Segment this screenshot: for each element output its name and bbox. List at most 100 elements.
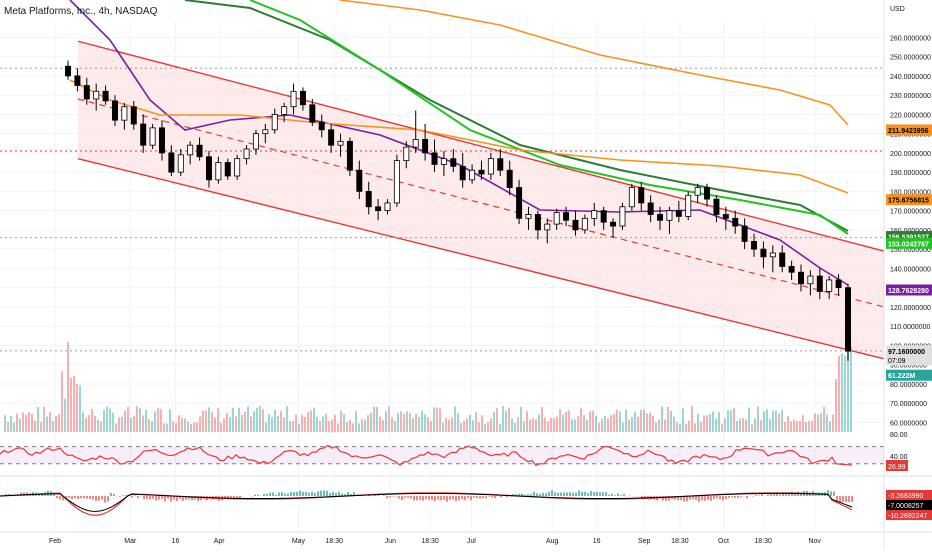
volume-bar — [403, 413, 405, 432]
macd-hist — [455, 496, 457, 501]
volume-bar — [625, 410, 627, 432]
macd-hist — [224, 496, 226, 498]
time-tick: Aug — [546, 538, 559, 545]
macd-hist — [476, 496, 478, 498]
volume-bar — [751, 424, 753, 432]
volume-bar — [373, 407, 375, 432]
volume-bar — [832, 414, 834, 432]
candle — [751, 241, 756, 249]
volume-bar — [589, 412, 591, 432]
candle — [563, 213, 568, 221]
volume-bar — [610, 415, 612, 432]
macd-hist — [611, 494, 613, 496]
candle — [610, 222, 615, 226]
volume-bar — [238, 408, 240, 432]
rsi-value-label: 26.99 — [888, 464, 906, 471]
volume-bar — [739, 419, 741, 432]
volume-bar — [730, 410, 732, 432]
volume-bar — [733, 408, 735, 432]
volume-bar — [700, 422, 702, 432]
macd-hist — [701, 496, 703, 500]
candle — [141, 124, 146, 145]
macd-hist — [548, 492, 550, 496]
macd-hist — [470, 496, 472, 500]
volume-bar — [604, 416, 606, 432]
volume-bar — [85, 418, 87, 432]
volume-bar — [508, 408, 510, 432]
volume-bar — [745, 420, 747, 432]
macd-hist — [842, 496, 844, 502]
macd-hist — [83, 496, 85, 499]
macd-hist — [755, 495, 757, 496]
volume-bar — [256, 408, 258, 432]
volume-bar — [697, 414, 699, 432]
candle — [150, 128, 155, 145]
volume-bar — [823, 407, 825, 432]
macd-hist — [281, 492, 283, 496]
macd-hist — [554, 492, 556, 496]
volume-bar — [685, 424, 687, 432]
volume-bar — [124, 411, 126, 432]
volume-bar — [61, 371, 63, 432]
candle — [817, 276, 822, 291]
volume-bar — [220, 423, 222, 432]
macd-hist — [230, 496, 232, 498]
price-tick: 170.0000000 — [890, 209, 931, 216]
volume-bar — [28, 412, 30, 432]
volume-bar — [127, 407, 129, 432]
volume-bar — [631, 417, 633, 432]
volume-bar — [841, 353, 843, 432]
volume-bar — [43, 407, 45, 432]
volume-bar — [115, 424, 117, 432]
volume-bar — [586, 420, 588, 432]
volume-bar — [76, 384, 78, 432]
volume-bar — [514, 423, 516, 432]
macd-hist — [149, 496, 151, 500]
volume-bar — [691, 406, 693, 432]
candle — [714, 199, 719, 214]
volume-bar — [652, 416, 654, 432]
volume-bar — [598, 423, 600, 432]
volume-bar — [388, 407, 390, 432]
macd-hist — [119, 496, 121, 497]
volume-bar — [547, 421, 549, 432]
volume-bar — [154, 411, 156, 432]
candle — [197, 145, 202, 157]
volume-bar — [592, 411, 594, 432]
volume-bar — [244, 412, 246, 432]
volume-bar — [394, 421, 396, 432]
candle — [770, 253, 775, 257]
volume-bar — [109, 409, 111, 432]
volume-bar — [112, 412, 114, 432]
volume-bar — [343, 414, 345, 432]
macd-hist — [164, 496, 166, 501]
macd-hist — [170, 496, 172, 501]
macd-hist — [416, 496, 418, 500]
macd-hist — [125, 495, 127, 496]
macd-hist — [833, 492, 835, 496]
macd-hist — [662, 496, 664, 500]
candle — [667, 211, 672, 221]
volume-bar — [163, 423, 165, 432]
macd-hist — [731, 496, 733, 497]
volume-bar — [664, 420, 666, 432]
volume-bar — [523, 421, 525, 432]
macd-hist — [596, 492, 598, 496]
volume-bar — [193, 422, 195, 432]
rsi-tick: 80.00 — [890, 432, 908, 439]
volume-bar — [640, 410, 642, 432]
volume-bar — [829, 421, 831, 432]
volume-bar — [607, 418, 609, 432]
candle — [338, 141, 343, 145]
macd-hist — [830, 491, 832, 496]
macd-hist — [539, 494, 541, 496]
price-tick: 140.0000000 — [890, 266, 931, 273]
macd-hist — [386, 496, 388, 498]
volume-bar — [799, 421, 801, 432]
volume-bar — [487, 422, 489, 432]
macd-hist — [491, 496, 493, 497]
macd-hist — [302, 492, 304, 496]
macd-hist — [641, 496, 643, 497]
volume-bar — [250, 417, 252, 432]
